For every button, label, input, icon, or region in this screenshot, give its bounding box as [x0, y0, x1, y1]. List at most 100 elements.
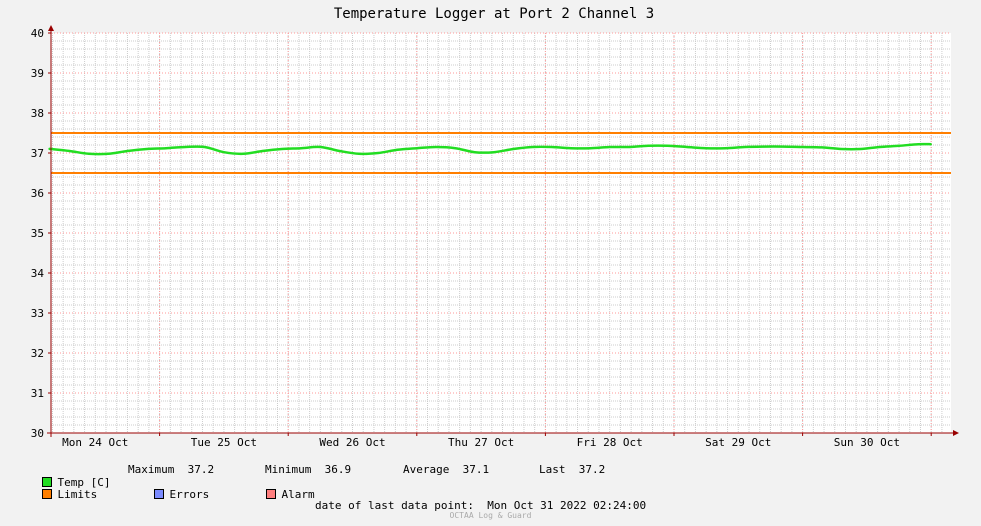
- legend-minimum: Minimum 36.9: [265, 463, 351, 476]
- temp-data-point: [493, 151, 495, 153]
- temp-data-point: [666, 145, 669, 147]
- x-tick-label: Thu 27 Oct: [448, 436, 514, 449]
- temp-swatch: [41, 477, 52, 487]
- x-tick-label: Tue 25 Oct: [191, 436, 257, 449]
- y-tick-label: 35: [31, 227, 44, 240]
- y-tick-label: 37: [31, 147, 44, 160]
- legend-errors: Errors: [127, 475, 209, 514]
- temp-data-point: [512, 148, 515, 150]
- legend-errors-label: Errors: [169, 488, 210, 501]
- limits-swatch: [41, 489, 52, 499]
- temp-data-point: [589, 147, 592, 149]
- temp-data-point: [145, 148, 148, 150]
- y-tick-label: 39: [31, 67, 44, 80]
- y-tick-label: 38: [31, 107, 44, 120]
- y-tick-label: 36: [31, 187, 44, 200]
- x-tick-label: Sun 30 Oct: [834, 436, 900, 449]
- temp-data-point: [898, 145, 900, 147]
- x-tick-label: Fri 28 Oct: [577, 436, 643, 449]
- temp-data-point: [126, 150, 129, 152]
- temp-data-point: [531, 146, 534, 148]
- temp-data-point: [396, 149, 399, 151]
- temp-data-point: [686, 146, 688, 148]
- temp-data-point: [917, 143, 920, 145]
- temp-data-point: [840, 148, 842, 150]
- temp-data-point: [878, 146, 881, 148]
- last-point-value: Mon Oct 31 2022 02:24:00: [487, 499, 647, 512]
- temp-data-point: [821, 146, 823, 149]
- temp-data-point: [570, 147, 572, 149]
- temp-series-line: [48, 142, 932, 156]
- axes: [47, 25, 959, 437]
- temp-data-point: [203, 146, 206, 148]
- last-label: Last: [539, 463, 566, 476]
- average-label: Average: [403, 463, 450, 476]
- minimum-label: Minimum: [265, 463, 312, 476]
- limits-lines: [51, 132, 951, 174]
- temp-data-point: [473, 151, 476, 153]
- y-tick-label: 40: [31, 27, 44, 40]
- credit-text: OCTAA Log & Guard: [449, 511, 532, 520]
- temp-data-point: [763, 145, 765, 148]
- x-tick-label: Sat 29 Oct: [705, 436, 771, 449]
- temp-data-point: [801, 146, 804, 148]
- grid: [51, 32, 951, 434]
- maximum-label: Maximum: [128, 463, 175, 476]
- y-axis-arrow: [48, 25, 54, 31]
- temp-data-point: [628, 146, 630, 148]
- x-tick-label: Mon 24 Oct: [62, 436, 128, 449]
- temp-data-point: [930, 143, 932, 145]
- last-point-label: date of last data point:: [315, 499, 474, 512]
- legend-alarm: Alarm: [239, 475, 315, 514]
- legend-alarm-label: Alarm: [281, 488, 315, 501]
- temp-data-point: [551, 146, 553, 148]
- temp-data-point: [859, 148, 862, 150]
- temp-data-point: [319, 146, 322, 148]
- temp-data-point: [743, 146, 746, 148]
- x-axis-arrow: [953, 430, 959, 436]
- temp-data-point: [223, 151, 225, 153]
- x-tick-label: Wed 26 Oct: [319, 436, 385, 449]
- y-tick-labels: 30 31 32 33 34 35 36 37 38 39 40: [31, 27, 45, 440]
- x-tick-labels: Mon 24 Oct Tue 25 Oct Wed 26 Oct Thu 27 Oct…: [62, 436, 900, 449]
- temp-data-point: [88, 153, 90, 155]
- y-tick-label: 30: [31, 427, 44, 440]
- temp-data-point: [242, 153, 244, 155]
- legend-last: Last 37.2: [539, 463, 605, 476]
- temp-data-point: [107, 153, 109, 155]
- legend-row-1: Temp [C]: [15, 463, 110, 502]
- temp-data-point: [184, 146, 187, 148]
- legend-limits-label: Limits: [57, 488, 98, 501]
- temp-data-point: [435, 146, 437, 148]
- last-value: 37.2: [578, 463, 606, 476]
- y-tick-label: 32: [31, 347, 44, 360]
- temp-data-point: [261, 150, 264, 152]
- legend-temp-label: Temp [C]: [57, 476, 111, 489]
- legend-average: Average 37.1: [403, 463, 489, 476]
- errors-swatch: [153, 489, 164, 499]
- temp-data-point: [165, 147, 167, 149]
- y-tick-label: 31: [31, 387, 44, 400]
- temp-data-point: [705, 147, 707, 149]
- minimum-value: 36.9: [324, 463, 352, 476]
- temp-data-point: [338, 150, 341, 152]
- legend-maximum: Maximum 37.2: [128, 463, 214, 476]
- temp-data-point: [416, 147, 418, 149]
- average-value: 37.1: [462, 463, 490, 476]
- temp-data-point: [377, 152, 380, 154]
- legend-limits: Limits: [15, 475, 97, 514]
- temp-data-point: [300, 147, 302, 149]
- temp-data-point: [782, 145, 785, 148]
- maximum-value: 37.2: [187, 463, 215, 476]
- temp-data-point: [724, 147, 727, 149]
- last-data-point: date of last data point: Mon Oct 31 2022…: [315, 499, 646, 512]
- temp-data-point: [280, 148, 283, 150]
- chart-title: Temperature Logger at Port 2 Channel 3: [334, 6, 654, 22]
- alarm-swatch: [265, 489, 276, 499]
- temp-data-point: [454, 147, 457, 149]
- temp-data-point: [608, 146, 611, 148]
- temp-data-point: [358, 153, 360, 155]
- temp-data-point: [647, 145, 650, 147]
